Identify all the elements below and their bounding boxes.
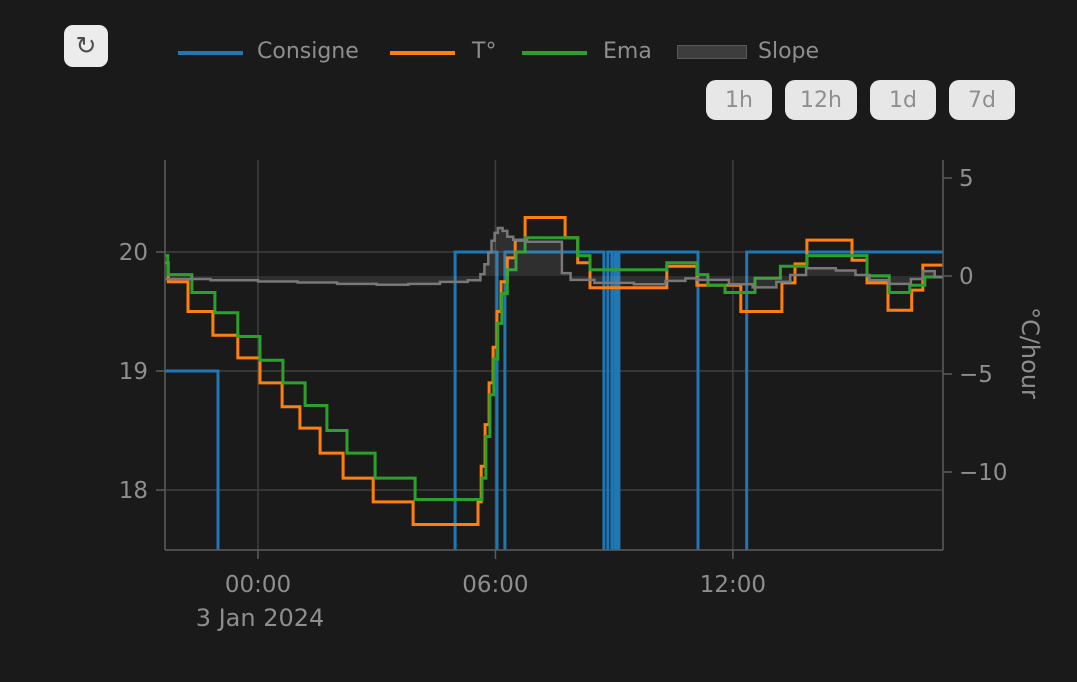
series-layer [165, 216, 943, 550]
x-tick-label: 12:00 [700, 572, 766, 598]
y-right-tick-label: −5 [959, 362, 993, 388]
y-left-tick-label: 20 [119, 240, 148, 266]
range-buttons: 1h 12h 1d 7d [706, 80, 1015, 120]
ema-line-swatch [522, 51, 587, 55]
consigne-line-swatch [178, 51, 243, 55]
plot-area[interactable] [165, 160, 943, 550]
slope-fill-swatch [677, 45, 747, 59]
refresh-icon: ↻ [75, 32, 97, 60]
legend-label-slope: Slope [758, 39, 820, 64]
range-button-1d[interactable]: 1d [869, 80, 936, 120]
x-tick-label: 00:00 [225, 572, 291, 598]
legend-label-ema: Ema [603, 39, 652, 64]
y-right-tick-label: −10 [959, 460, 1008, 486]
y-right-axis-title: °C/hour [1016, 307, 1044, 399]
series-slope-area [165, 228, 943, 288]
x-tick-label: 06:00 [462, 572, 528, 598]
legend-label-temperature: T° [472, 39, 497, 64]
y-left-tick-label: 18 [119, 478, 148, 504]
legend-label-consigne: Consigne [257, 39, 359, 64]
series-consigne-line [165, 250, 943, 550]
refresh-button[interactable]: ↻ [64, 25, 108, 67]
temperature-line-swatch [390, 51, 455, 55]
y-right-tick-label: 0 [959, 264, 974, 290]
range-button-1h[interactable]: 1h [706, 80, 772, 120]
series-ema-line [165, 236, 943, 501]
series-slope-line [165, 226, 943, 289]
y-left-tick-label: 19 [119, 359, 148, 385]
x-axis-date-label: 3 Jan 2024 [196, 604, 325, 632]
y-right-tick-label: 5 [959, 166, 974, 192]
range-button-12h[interactable]: 12h [785, 80, 857, 120]
range-button-7d[interactable]: 7d [948, 80, 1015, 120]
